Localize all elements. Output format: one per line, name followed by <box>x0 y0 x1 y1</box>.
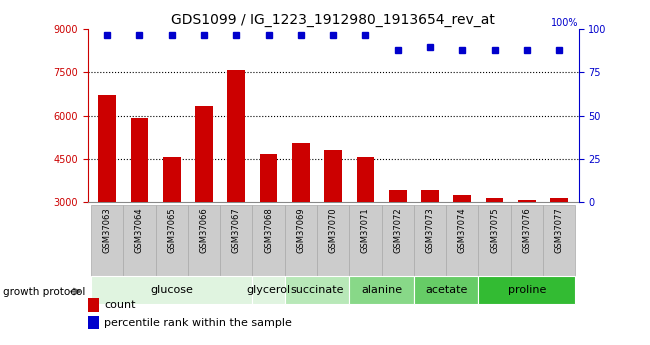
Text: GSM37073: GSM37073 <box>426 207 434 253</box>
Bar <box>292 143 309 202</box>
Text: percentile rank within the sample: percentile rank within the sample <box>104 318 292 327</box>
Bar <box>98 96 116 202</box>
FancyBboxPatch shape <box>155 205 188 279</box>
Bar <box>259 155 278 202</box>
FancyBboxPatch shape <box>285 276 349 304</box>
Text: GSM37070: GSM37070 <box>329 207 337 253</box>
Bar <box>357 157 374 202</box>
FancyBboxPatch shape <box>285 205 317 279</box>
Text: succinate: succinate <box>291 285 344 295</box>
Text: GSM37066: GSM37066 <box>200 207 209 253</box>
FancyBboxPatch shape <box>382 205 414 279</box>
FancyBboxPatch shape <box>188 205 220 279</box>
FancyBboxPatch shape <box>511 205 543 279</box>
FancyBboxPatch shape <box>317 205 349 279</box>
Bar <box>518 200 536 202</box>
Text: GSM37072: GSM37072 <box>393 207 402 253</box>
FancyBboxPatch shape <box>478 205 511 279</box>
Text: growth protocol: growth protocol <box>3 287 86 296</box>
FancyBboxPatch shape <box>349 276 414 304</box>
Text: glucose: glucose <box>150 285 193 295</box>
Text: alanine: alanine <box>361 285 402 295</box>
FancyBboxPatch shape <box>252 276 285 304</box>
Text: GSM37064: GSM37064 <box>135 207 144 253</box>
FancyBboxPatch shape <box>252 205 285 279</box>
Text: GSM37074: GSM37074 <box>458 207 467 253</box>
Bar <box>389 190 407 202</box>
FancyBboxPatch shape <box>220 205 252 279</box>
Bar <box>324 150 342 202</box>
Text: GSM37065: GSM37065 <box>167 207 176 253</box>
Text: GSM37075: GSM37075 <box>490 207 499 253</box>
Text: GSM37077: GSM37077 <box>554 207 564 253</box>
Text: count: count <box>104 300 135 310</box>
Text: GSM37071: GSM37071 <box>361 207 370 253</box>
Text: GSM37076: GSM37076 <box>523 207 531 253</box>
FancyBboxPatch shape <box>478 276 575 304</box>
FancyBboxPatch shape <box>124 205 155 279</box>
FancyBboxPatch shape <box>446 205 478 279</box>
Bar <box>162 157 181 202</box>
Text: proline: proline <box>508 285 546 295</box>
Bar <box>454 195 471 202</box>
Text: glycerol: glycerol <box>246 285 291 295</box>
FancyBboxPatch shape <box>414 205 446 279</box>
FancyBboxPatch shape <box>414 276 478 304</box>
Text: GSM37063: GSM37063 <box>103 207 112 253</box>
FancyBboxPatch shape <box>349 205 382 279</box>
Text: 100%: 100% <box>551 18 578 28</box>
Text: GSM37067: GSM37067 <box>232 207 240 253</box>
Bar <box>227 70 245 202</box>
Text: GSM37068: GSM37068 <box>264 207 273 253</box>
FancyBboxPatch shape <box>91 276 252 304</box>
Text: GSM37069: GSM37069 <box>296 207 306 253</box>
Bar <box>486 197 504 202</box>
Bar <box>195 106 213 202</box>
Bar <box>131 118 148 202</box>
Bar <box>551 197 568 202</box>
Bar <box>421 190 439 202</box>
FancyBboxPatch shape <box>91 205 124 279</box>
Title: GDS1099 / IG_1223_1912980_1913654_rev_at: GDS1099 / IG_1223_1912980_1913654_rev_at <box>171 13 495 27</box>
FancyBboxPatch shape <box>543 205 575 279</box>
Text: acetate: acetate <box>425 285 467 295</box>
